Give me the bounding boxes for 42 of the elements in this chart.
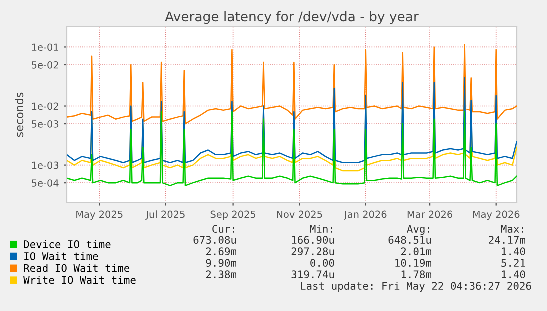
x-tick-label: Jan 2026 — [344, 210, 387, 220]
text: 10.19m — [396, 259, 432, 268]
text: Avg: — [407, 225, 430, 236]
text: 2.38m — [206, 270, 237, 279]
x-tick-label: Nov 2025 — [277, 210, 322, 218]
text: 673.08u — [194, 236, 236, 244]
text: 297.28u — [292, 248, 334, 256]
x-tick-label: Jul 2025 — [146, 210, 185, 220]
text: 648.51u — [388, 236, 432, 244]
x-tick-label: May 2026 — [473, 210, 520, 220]
legend-label: Device IO time — [24, 240, 111, 248]
chart-title: Average latency for /dev/vda - by year — [165, 11, 419, 24]
y-tick-label: 1e-02 — [32, 102, 58, 110]
y-tick-label: 5e-02 — [32, 61, 58, 69]
legend-label: Write IO Wait time — [24, 276, 136, 284]
y-tick-label: 5e-03 — [32, 120, 59, 128]
line-series — [67, 111, 517, 186]
text: 1.78m — [402, 270, 432, 279]
legend-label: IO Wait time — [24, 252, 98, 260]
text: 166.90u — [292, 236, 334, 244]
text: 1.40 — [502, 270, 526, 279]
text: 2.69m — [206, 248, 237, 256]
x-tick-label: Sep 2025 — [210, 210, 256, 220]
text: Cur: — [212, 225, 234, 234]
y-tick-label: 1e-01 — [32, 44, 58, 52]
y-tick-label: 5e-04 — [32, 180, 59, 187]
y-axis-title: seconds — [15, 92, 24, 138]
text: Min: — [310, 224, 332, 233]
text: 5.21 — [502, 259, 526, 268]
legend-label: Read IO Wait time — [24, 264, 130, 272]
text: 9.90m — [206, 259, 237, 268]
text: 2.01m — [401, 248, 432, 256]
text: 0.00 — [310, 259, 334, 268]
text: 1.40 — [502, 248, 526, 256]
line-series — [67, 44, 517, 125]
text: 319.74u — [292, 270, 334, 279]
text: Max: — [501, 225, 524, 234]
text: Last update: Fri May 22 04:36:27 2026 — [301, 282, 532, 292]
x-tick-label: May 2025 — [76, 210, 123, 220]
x-tick-label: Mar 2026 — [408, 210, 453, 218]
y-tick-label: 1e-03 — [32, 162, 59, 170]
text: 24.17m — [489, 236, 526, 244]
